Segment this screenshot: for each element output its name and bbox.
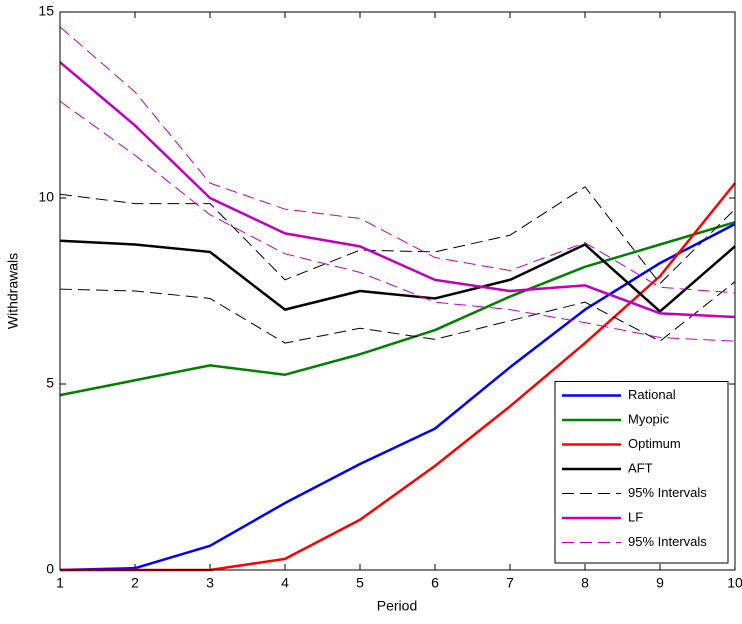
x-tick-label: 4: [281, 575, 289, 591]
legend-label: AFT: [628, 460, 653, 475]
line-series: [59, 26, 736, 294]
legend-label: Myopic: [628, 411, 670, 426]
line-series: [59, 281, 736, 344]
line-series: [59, 186, 736, 285]
y-axis-label: Withdrawals: [5, 253, 21, 329]
x-tick-label: 5: [356, 575, 364, 591]
legend-label: 95% Intervals: [628, 485, 707, 500]
legend-box: [554, 381, 729, 564]
legend-label: Rational: [628, 387, 676, 402]
x-tick-label: 8: [581, 575, 589, 591]
y-tick-label: 15: [38, 3, 54, 19]
x-tick-label: 2: [131, 575, 139, 591]
x-tick-label: 10: [727, 575, 742, 591]
y-tick-label: 5: [46, 375, 54, 391]
legend-label: LF: [628, 509, 643, 524]
x-tick-label: 9: [656, 575, 664, 591]
x-tick-label: 3: [206, 575, 214, 591]
x-axis-label: Period: [377, 598, 417, 614]
legend-label: Optimum: [628, 436, 681, 451]
line-series: [59, 222, 736, 572]
line-series: [59, 220, 736, 397]
line-series: [59, 61, 736, 319]
x-tick-label: 6: [431, 575, 439, 591]
x-tick-label: 1: [56, 575, 64, 591]
y-tick-label: 10: [38, 189, 54, 205]
plot-frame: [59, 11, 736, 571]
line-series: [59, 239, 736, 313]
x-tick-label: 7: [506, 575, 514, 591]
legend-label: 95% Intervals: [628, 534, 707, 549]
line-series: [59, 100, 736, 342]
y-tick-label: 0: [46, 561, 54, 577]
